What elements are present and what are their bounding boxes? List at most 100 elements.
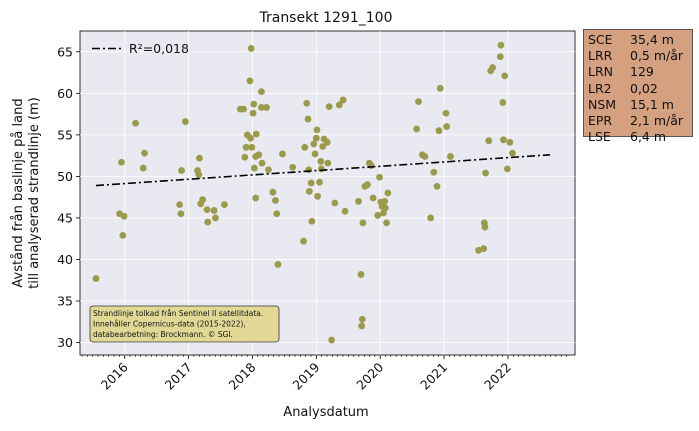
data-point (247, 134, 254, 142)
data-point (312, 134, 320, 142)
data-point (258, 159, 266, 167)
data-point (272, 197, 279, 204)
y-tick-label: 30 (57, 335, 73, 350)
data-point (289, 163, 297, 171)
data-point (118, 158, 125, 166)
y-tick-label: 40 (57, 252, 73, 267)
data-point (257, 88, 265, 96)
data-point (177, 210, 185, 218)
data-point (489, 64, 497, 71)
data-point (269, 188, 277, 196)
annotation-line: Strandlinje tolkad från Sentinel II sate… (93, 309, 263, 318)
data-point (247, 45, 255, 52)
data-point (358, 315, 366, 323)
data-point (196, 154, 203, 162)
stat-value: 15,1 m (630, 96, 674, 112)
data-point (92, 275, 100, 282)
data-point (203, 206, 211, 214)
data-point (242, 143, 250, 151)
stat-key: LSE (588, 129, 611, 145)
data-point (323, 138, 331, 146)
data-point (139, 164, 147, 172)
data-point (499, 99, 507, 106)
data-point (220, 201, 228, 209)
data-point (427, 214, 435, 222)
trend-line-group (95, 153, 551, 187)
stat-row: NSM 15,1 m (588, 97, 692, 113)
data-point (376, 173, 383, 181)
data-point (384, 189, 392, 197)
data-point (257, 104, 265, 111)
data-point (314, 192, 321, 200)
data-point (195, 171, 203, 179)
source-annotation: Strandlinje tolkad från Sentinel II sate… (89, 305, 280, 343)
data-point (328, 336, 336, 344)
legend-label: R²=0,018 (129, 41, 189, 56)
stat-value: 35,4 m (630, 32, 674, 47)
x-tick-label: 2018 (225, 359, 258, 392)
data-point (325, 103, 333, 110)
stat-key: LR2 (588, 80, 612, 96)
data-point (496, 53, 504, 61)
data-point (246, 77, 254, 85)
data-point (509, 149, 516, 157)
data-point (430, 168, 438, 176)
stat-row: LSE 6,4 m (588, 129, 692, 145)
data-point (341, 207, 349, 215)
y-tick-label: 65 (57, 44, 73, 59)
data-point (319, 143, 327, 150)
stat-key: LRN (588, 64, 613, 80)
data-point (324, 159, 332, 167)
data-point (316, 178, 323, 186)
data-point (248, 143, 256, 151)
data-point (310, 140, 318, 148)
data-point (250, 100, 258, 108)
stat-row: LRN 129 (588, 64, 692, 80)
data-point (252, 130, 260, 138)
data-point (497, 41, 505, 49)
y-tick-label: 35 (57, 294, 73, 309)
x-tick-label: 2021 (417, 360, 450, 393)
data-point (249, 109, 257, 117)
stat-key: SCE (588, 32, 613, 47)
data-point (255, 151, 263, 159)
data-point (481, 223, 489, 231)
data-point (503, 165, 511, 173)
x-tick-label: 2022 (481, 360, 514, 393)
data-point (252, 194, 260, 202)
x-minor-ticks (81, 355, 567, 357)
data-point (482, 169, 489, 177)
data-point (241, 153, 249, 161)
y-tick-label: 45 (57, 210, 73, 225)
data-point (369, 194, 377, 202)
y-axis-label-line: till analyserad strandlinje (m) (27, 97, 42, 289)
data-point (421, 153, 429, 160)
data-point (305, 166, 313, 174)
data-point (415, 98, 422, 106)
stat-row: LRR 0,5 m/år (588, 48, 692, 64)
annotation-line: databearbetning: Brockmann. © SGI. (93, 330, 233, 339)
trend-line (95, 153, 551, 187)
data-point (358, 322, 366, 330)
stat-key: EPR (588, 113, 613, 129)
data-point (132, 119, 139, 127)
stat-key: LRR (588, 48, 613, 64)
stat-value: 6,4 m (630, 129, 667, 145)
data-point (357, 271, 365, 278)
x-tick-label: 2017 (162, 360, 195, 393)
stat-value: 0,02 (630, 80, 658, 96)
x-tick-label: 2016 (98, 359, 131, 392)
stat-key: NSM (588, 96, 617, 112)
chart-title: Transekt 1291_100 (258, 10, 392, 26)
x-axis-label: Analysdatum (283, 405, 368, 420)
data-point (339, 96, 347, 104)
data-point (435, 127, 443, 135)
data-point (120, 212, 128, 220)
data-point (176, 201, 184, 209)
data-point (199, 196, 207, 204)
data-point (475, 246, 482, 254)
y-tick-label: 50 (57, 169, 73, 184)
stat-value: 0,5 m/år (630, 48, 684, 64)
data-point (274, 261, 282, 268)
